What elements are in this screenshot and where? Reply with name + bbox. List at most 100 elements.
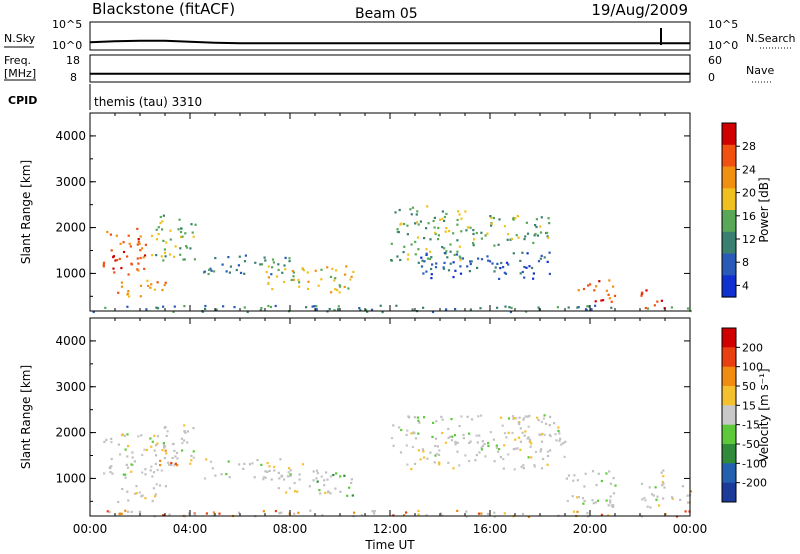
range-cell: [151, 440, 154, 443]
range-cell: [214, 474, 217, 477]
range-cell: [546, 463, 549, 466]
range-cell: [528, 440, 531, 443]
range-cell: [470, 418, 474, 421]
range-cell: [573, 474, 576, 477]
range-cell: [373, 512, 376, 515]
range-cell: [684, 510, 687, 513]
range-cell: [456, 239, 459, 242]
scatter-region: [117, 279, 167, 298]
range-cell: [266, 470, 269, 473]
range-cell: [459, 259, 462, 262]
range-cell: [502, 467, 505, 470]
range-cell: [271, 288, 274, 291]
range-cell: [277, 487, 280, 490]
range-cell: [519, 427, 522, 430]
velocity-colorbar: 200 100 50 15 -15 -50 -100 -200 Velocity [m s⁻¹]: [721, 327, 771, 503]
range-cell: [262, 476, 265, 479]
range-cell: [523, 238, 526, 241]
range-cell: [358, 307, 361, 310]
range-cell: [347, 287, 350, 290]
range-cell: [331, 267, 334, 270]
range-cell: [350, 275, 353, 278]
range-cell: [156, 435, 160, 438]
range-cell: [472, 242, 475, 245]
range-cell: [514, 447, 517, 450]
range-cell: [126, 255, 129, 258]
range-cell: [126, 433, 129, 436]
range-cell: [546, 235, 549, 238]
range-cell: [532, 277, 535, 280]
range-cell: [119, 242, 122, 245]
range-cell: [516, 447, 519, 450]
range-cell: [426, 257, 430, 260]
range-cell: [581, 497, 584, 500]
range-cell: [301, 267, 304, 270]
x-tick-label: 00:00: [73, 522, 108, 536]
y-tick-label: 1000: [55, 471, 86, 485]
range-cell: [429, 451, 432, 454]
range-cell: [277, 263, 280, 266]
range-cell: [321, 514, 324, 517]
range-cell: [523, 265, 526, 269]
range-cell: [686, 494, 689, 497]
range-cell: [203, 477, 207, 480]
range-cell: [298, 473, 301, 476]
range-cell: [663, 486, 666, 489]
range-cell: [535, 225, 538, 229]
range-cell: [608, 470, 611, 473]
range-cell: [660, 471, 663, 474]
range-cell: [390, 242, 393, 245]
range-cell: [458, 424, 461, 428]
range-cell: [501, 424, 504, 427]
colorbar-segment: [722, 210, 736, 233]
range-cell: [445, 250, 448, 253]
range-cell: [346, 494, 349, 497]
x-tick-label: 08:00: [273, 522, 308, 536]
range-cell: [555, 439, 558, 442]
range-cell: [516, 215, 519, 218]
range-cell: [419, 458, 422, 461]
range-cell: [417, 248, 420, 251]
range-cell: [165, 241, 168, 244]
range-cell: [183, 424, 186, 427]
range-cell: [403, 245, 406, 248]
colorbar-segment: [722, 253, 736, 276]
range-cell: [419, 220, 422, 223]
range-cell: [458, 245, 461, 248]
scatter-region: [390, 414, 567, 471]
range-cell: [646, 307, 650, 310]
range-cell: [122, 250, 126, 254]
range-cell: [147, 284, 150, 288]
range-cell: [434, 232, 437, 236]
range-cell: [469, 226, 472, 229]
colorbar-tick-label: 50: [742, 380, 756, 393]
range-cell: [177, 228, 180, 231]
range-cell: [225, 270, 228, 273]
colorbar-tick-label: 8: [742, 256, 749, 269]
range-cell: [155, 238, 159, 241]
range-cell: [156, 442, 159, 445]
range-cell: [543, 433, 546, 436]
range-cell: [586, 512, 589, 515]
y-axis-label: Slant Range [km]: [19, 160, 33, 264]
range-cell: [456, 450, 459, 453]
range-cell: [169, 229, 172, 232]
range-cell: [441, 246, 444, 249]
range-cell: [243, 272, 246, 275]
range-cell: [554, 433, 557, 436]
range-cell: [545, 422, 548, 425]
range-cell: [270, 273, 273, 276]
range-cell: [592, 502, 595, 505]
range-cell: [179, 227, 183, 230]
range-cell: [159, 459, 162, 462]
range-cell: [591, 499, 594, 502]
range-cell: [157, 233, 160, 236]
range-cell: [460, 217, 463, 220]
range-cell: [243, 306, 246, 309]
range-cell: [540, 440, 544, 443]
range-cell: [233, 306, 236, 309]
range-cell: [417, 509, 420, 512]
range-cell: [140, 495, 143, 498]
range-cell: [127, 510, 130, 513]
range-cell: [524, 235, 527, 238]
